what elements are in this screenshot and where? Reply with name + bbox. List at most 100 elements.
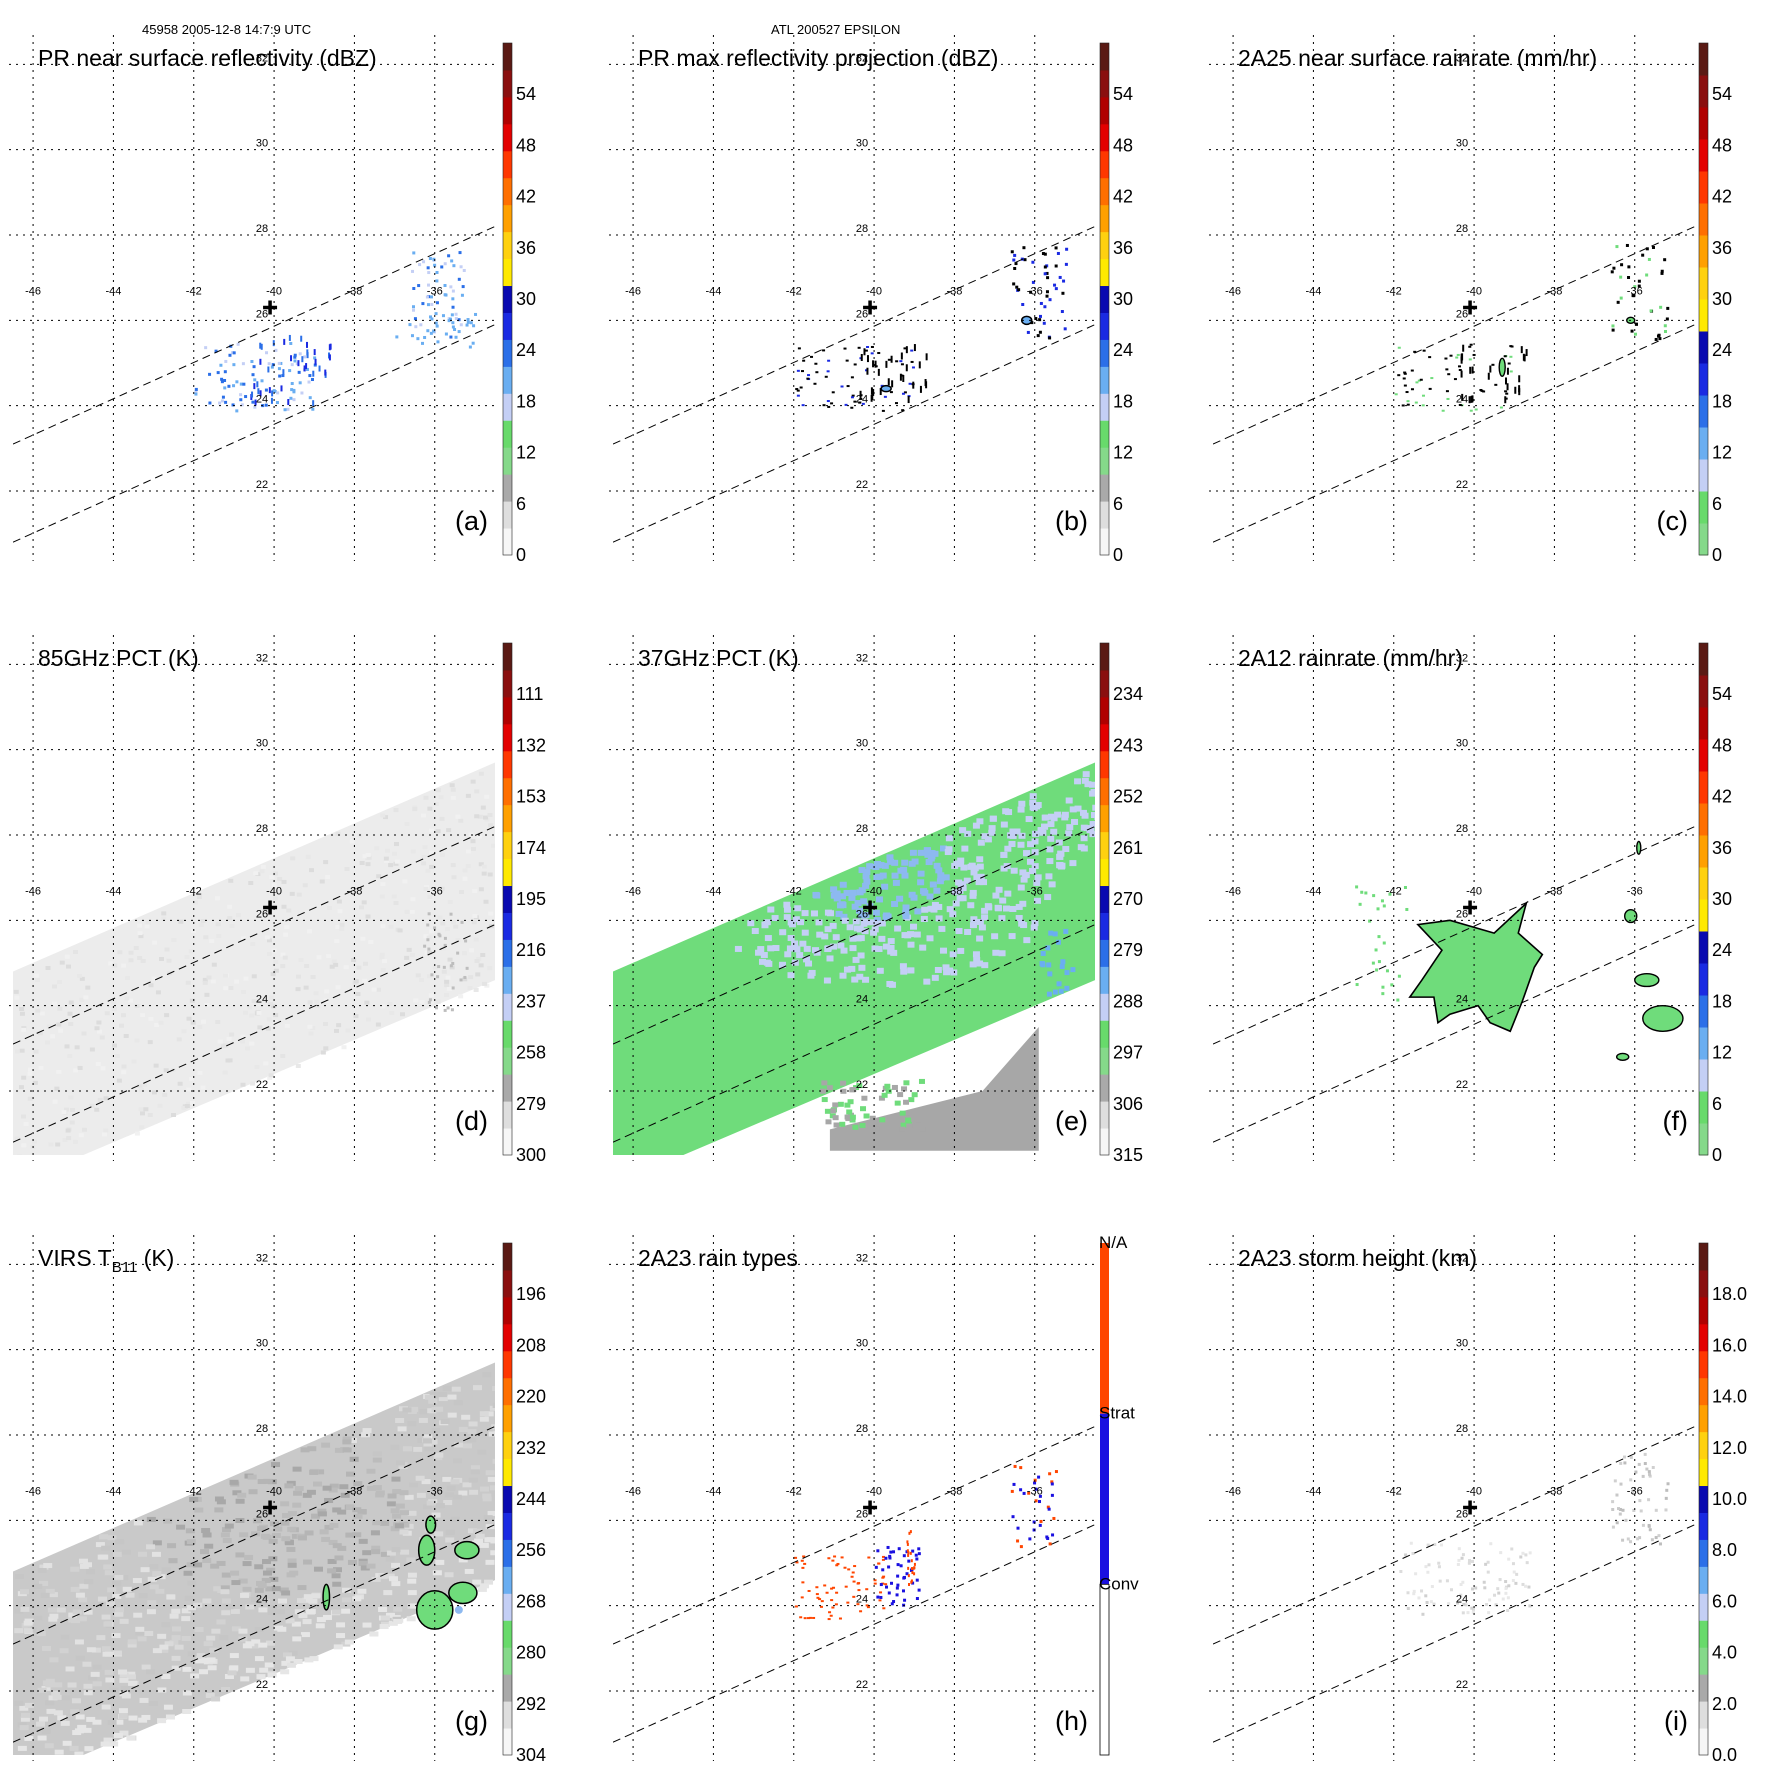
colorbar-tick-label: 12 <box>1113 443 1133 463</box>
field-cell <box>1090 812 1095 819</box>
field-cell <box>444 979 450 984</box>
field-cell <box>69 1745 79 1751</box>
field-cell <box>846 1109 853 1115</box>
field-cell <box>14 1136 20 1141</box>
echo-cell <box>1034 317 1038 321</box>
rain-type-cell <box>835 1564 839 1567</box>
field-cell <box>310 975 316 980</box>
field-cell <box>72 1609 82 1615</box>
echo-cell <box>412 308 416 312</box>
rain-type-cell <box>1013 1464 1017 1468</box>
field-cell <box>140 1111 146 1116</box>
field-cell <box>404 909 410 914</box>
field-cell <box>410 897 416 902</box>
field-cell <box>443 936 447 940</box>
lon-tick-label: -36 <box>1627 886 1643 898</box>
field-cell <box>435 999 441 1004</box>
echo-cell <box>846 385 850 388</box>
field-cell <box>388 924 394 929</box>
echo-cell <box>1421 404 1425 407</box>
field-cell <box>875 945 883 952</box>
cold-cloud-contour <box>417 1534 436 1566</box>
field-cell <box>126 1674 136 1680</box>
field-cell <box>20 1606 30 1612</box>
field-cell <box>247 1474 257 1480</box>
field-cell <box>163 1068 169 1073</box>
height-cell <box>1651 1465 1655 1469</box>
echo-cell <box>905 364 908 372</box>
echo-cell <box>435 270 439 274</box>
echo-cell <box>306 352 309 359</box>
echo-cell <box>860 353 863 361</box>
field-cell <box>487 872 493 877</box>
echo-cell <box>1031 280 1035 284</box>
field-cell <box>220 1532 230 1538</box>
field-cell <box>1044 894 1052 901</box>
lon-tick-label: -46 <box>1225 286 1241 298</box>
field-cell <box>250 1081 256 1086</box>
field-cell <box>458 1557 468 1563</box>
field-cell <box>254 1564 264 1570</box>
field-cell <box>148 1701 158 1707</box>
field-cell <box>261 1577 271 1583</box>
colorbar-segment <box>1699 1458 1708 1487</box>
field-cell <box>20 1716 30 1722</box>
storm-center-marker <box>863 900 878 915</box>
field-cell <box>118 1669 128 1675</box>
echo-cell <box>907 396 910 404</box>
field-cell <box>846 924 854 931</box>
field-cell <box>201 1528 211 1534</box>
field-cell <box>214 1496 224 1502</box>
field-cell <box>70 1586 80 1592</box>
field-cell <box>942 964 950 971</box>
colorbar-segment <box>503 669 512 698</box>
field-cell <box>875 896 883 903</box>
field-cell <box>946 906 954 913</box>
storm-center-marker <box>1463 300 1478 315</box>
echo-cell <box>1023 258 1027 262</box>
field-cell <box>851 976 859 983</box>
colorbar-tick-label: 48 <box>1113 135 1133 155</box>
echo-cell <box>905 346 908 354</box>
field-cell <box>48 1142 54 1147</box>
field-cell <box>362 1622 372 1628</box>
field-cell <box>189 998 195 1003</box>
rain-type-cell <box>899 1564 903 1568</box>
field-cell <box>268 1002 274 1007</box>
colorbar-tick-label: 258 <box>516 1043 546 1063</box>
colorbar-segment <box>503 1074 512 1102</box>
lat-tick-label: 28 <box>856 1423 868 1435</box>
field-cell <box>365 862 371 867</box>
field-cell <box>155 990 161 995</box>
field-cell <box>345 1028 351 1033</box>
field-cell <box>200 1549 210 1555</box>
colorbar-segment <box>503 501 512 529</box>
field-cell <box>451 875 457 880</box>
colorbar-tick-label: 220 <box>516 1387 546 1407</box>
rain-type-cell <box>892 1600 896 1604</box>
field-cell <box>138 1551 148 1557</box>
field-cell <box>327 1558 337 1564</box>
field-cell <box>60 1634 70 1640</box>
swath-edge-line <box>13 1524 495 1743</box>
colorbar-tick-label: 300 <box>516 1145 546 1165</box>
field-cell <box>967 902 975 909</box>
field-cell <box>61 1695 71 1701</box>
rain-type-cell <box>882 1607 886 1610</box>
field-cell <box>772 945 780 952</box>
field-cell <box>305 854 311 859</box>
rain-area-contour <box>1636 840 1642 855</box>
field-cell <box>19 1006 25 1011</box>
field-cell <box>202 1598 212 1604</box>
field-cell <box>227 916 233 921</box>
field-cell <box>75 1655 85 1661</box>
height-cell <box>1525 1561 1529 1565</box>
height-cell <box>1623 1461 1627 1465</box>
field-cell <box>58 1028 64 1033</box>
field-cell <box>861 1095 868 1101</box>
echo-cell <box>1615 245 1619 249</box>
echo-cell <box>1633 332 1637 336</box>
rain-type-cell <box>879 1583 883 1587</box>
field-cell <box>427 974 433 979</box>
rain-type-cell <box>881 1558 885 1561</box>
